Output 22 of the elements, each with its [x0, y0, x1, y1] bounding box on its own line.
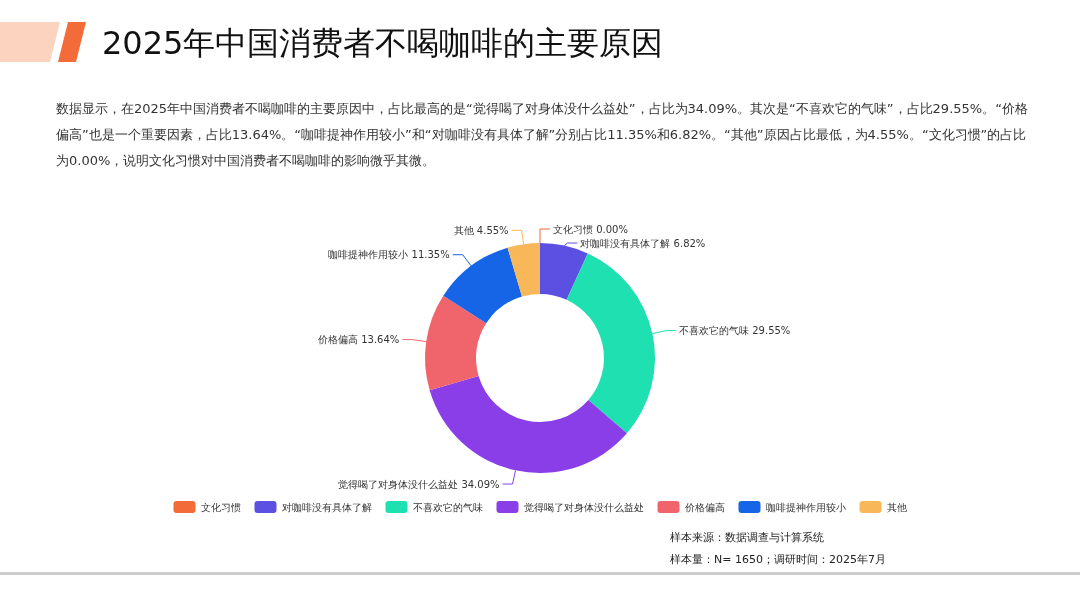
- category-label: 咖啡提神作用较小 11.35%: [328, 249, 450, 261]
- category-label: 觉得喝了对身体没什么益处 34.09%: [338, 478, 500, 490]
- legend-label: 其他: [886, 501, 907, 513]
- legend-label: 觉得喝了对身体没什么益处: [523, 501, 644, 513]
- donut-slice: [425, 295, 487, 391]
- donut-slice: [507, 243, 540, 297]
- donut-slice: [566, 253, 655, 434]
- text: 样本来源：数据调查与计算系统: [670, 530, 824, 545]
- legend-label: 咖啡提神作用较小: [765, 501, 846, 513]
- category-label: 文化习惯 0.00%: [553, 223, 628, 235]
- chart-subtitle: 数据显示，在2025年中国消费者不喝咖啡的主要原因中，占比最高的是“觉得喝了对身体没什么益处”，占比为34.09%。其次是“不喜欢它的气味”，占比29.55%。“价格偏高”也是一个重要因素，占比13.64%。“咖啡提神作用较小”和“对咖啡没有具体了解”分别占比11.35%和6.82%。“其他”原因占比最低，为4.55%。“文化习惯”的占比为0.00%，说明文化习惯对中国消费者不喝咖啡的影响微乎其微。: [56, 100, 1029, 170]
- text: 样本量：N= 1650；调研时间：2025年7月: [670, 552, 886, 567]
- legend-label: 不喜欢它的气味: [412, 501, 483, 513]
- chart-title: 2025年中国消费者不喝咖啡的主要原因: [102, 23, 664, 64]
- category-label: 价格偏高 13.64%: [318, 334, 400, 346]
- category-label: 对咖啡没有具体了解 6.82%: [580, 237, 706, 249]
- donut-slice: [429, 376, 627, 473]
- legend-label: 文化习惯: [200, 501, 241, 513]
- legend-label: 价格偏高: [683, 501, 725, 513]
- category-label: 不喜欢它的气味 29.55%: [679, 325, 791, 337]
- category-label: 其他 4.55%: [453, 224, 509, 236]
- legend-label: 对咖啡没有具体了解: [281, 501, 372, 513]
